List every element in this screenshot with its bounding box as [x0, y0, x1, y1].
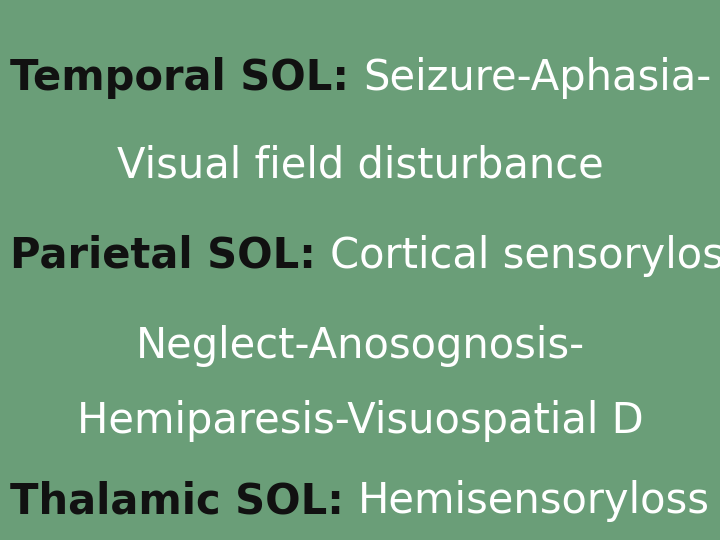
Text: Visual field disturbance: Visual field disturbance [117, 145, 603, 187]
Text: Thalamic SOL:: Thalamic SOL: [10, 480, 359, 522]
Text: Temporal SOL:: Temporal SOL: [10, 57, 364, 99]
Text: Parietal SOL:: Parietal SOL: [10, 235, 330, 277]
Text: Hemiparesis-Visuospatial D: Hemiparesis-Visuospatial D [76, 400, 644, 442]
Text: Cortical sensoryloss: Cortical sensoryloss [330, 235, 720, 277]
Text: Neglect-Anosognosis-: Neglect-Anosognosis- [135, 325, 585, 367]
Text: Hemisensoryloss: Hemisensoryloss [359, 480, 711, 522]
Text: Seizure-Aphasia-: Seizure-Aphasia- [364, 57, 712, 99]
